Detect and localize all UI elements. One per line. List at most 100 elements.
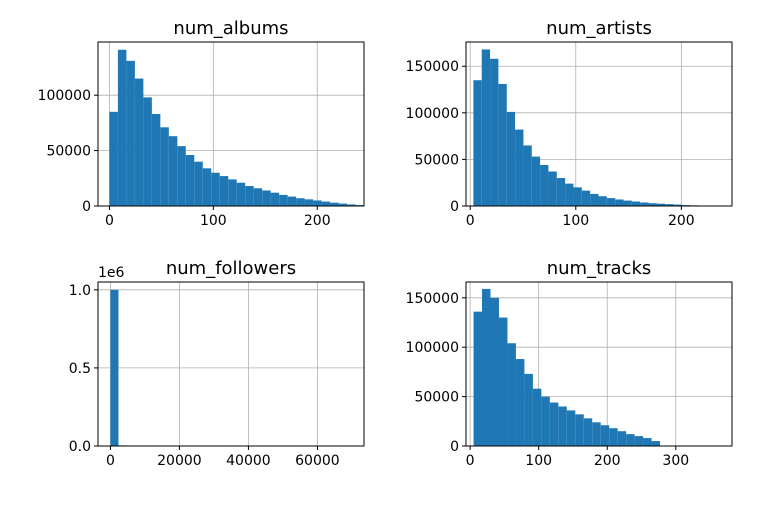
histogram-bar (673, 204, 682, 206)
histogram-bar (490, 58, 499, 206)
x-tick-label: 100 (525, 453, 552, 469)
y-tick-label: 50000 (414, 390, 459, 406)
chart-title: num_albums (173, 18, 288, 39)
histogram-bar (623, 200, 632, 206)
chart-title: num_artists (546, 18, 652, 39)
x-tick-label: 0 (466, 213, 475, 229)
y-tick-label: 100000 (38, 88, 91, 104)
y-tick-label: 0.5 (69, 361, 91, 377)
x-tick-label: 40000 (226, 453, 271, 469)
histogram-bar (498, 317, 508, 446)
histogram-num-artists: num_artists 0 100 200 0 50000 100000 150000 (406, 18, 733, 229)
histogram-num-albums: num_albums 0 100 200 0 50000 100000 (38, 18, 365, 229)
histogram-bar (126, 60, 135, 207)
y-tick-label: 150000 (406, 59, 459, 75)
histogram-bar (304, 199, 314, 206)
y-tick-label: 0 (450, 439, 459, 455)
histogram-bar (109, 111, 118, 206)
histogram-bar (515, 129, 524, 206)
x-tick-label: 200 (594, 453, 621, 469)
bars (109, 49, 364, 207)
gridlines (98, 282, 364, 447)
histogram-bar (643, 438, 652, 446)
y-tick-label: 1.0 (69, 283, 91, 299)
histogram-bar (656, 203, 666, 206)
y-ticks: 0 50000 100000 (38, 88, 98, 215)
histogram-bar (558, 406, 567, 446)
histogram-bar (506, 111, 516, 206)
x-tick-label: 0 (106, 453, 115, 469)
y-ticks: 0.0 0.5 1.0 (69, 283, 98, 455)
histogram-num-followers: num_followers 1e6 0 20000 40000 60000 0.00.… (69, 258, 365, 469)
histogram-bar (498, 83, 507, 206)
x-tick-label: 0 (466, 453, 475, 469)
histogram-bar (609, 428, 618, 446)
x-tick-label: 0 (105, 213, 114, 229)
y-tick-label: 100000 (406, 106, 459, 122)
bars (473, 288, 669, 446)
histogram-bar (651, 441, 661, 446)
histogram-bar (270, 192, 280, 206)
histogram-bar (606, 198, 616, 206)
histogram-bar (575, 414, 584, 446)
x-ticks: 0 100 200 (105, 206, 331, 229)
histogram-bar (598, 196, 607, 206)
histogram-bar (117, 49, 127, 206)
histogram-bar (481, 49, 491, 206)
histogram-bar (531, 156, 541, 206)
y-tick-label: 50000 (414, 152, 459, 168)
histogram-bar (617, 431, 627, 446)
plot-frame (465, 41, 733, 207)
histogram-bar (573, 187, 582, 206)
histogram-bar (228, 179, 237, 206)
y-tick-label: 0 (82, 199, 91, 215)
histogram-bar (631, 201, 641, 206)
histogram-bar (549, 402, 559, 446)
x-tick-label: 100 (200, 213, 227, 229)
histogram-bar (151, 114, 161, 206)
y-tick-label: 0.0 (69, 439, 91, 455)
plot-frame (97, 41, 365, 207)
histogram-bar (473, 311, 483, 446)
histogram-bar (202, 168, 212, 206)
histogram-bar (177, 146, 186, 206)
histogram-bar (565, 183, 574, 206)
histogram-bar (626, 434, 635, 446)
plot-frame (465, 281, 733, 447)
histogram-bar (490, 297, 499, 446)
histogram-bar (532, 388, 542, 446)
histogram-bar (524, 373, 533, 446)
plot-frame (97, 281, 365, 447)
histogram-bar (134, 78, 144, 206)
histogram-bar (194, 161, 203, 206)
y-offset-text: 1e6 (98, 265, 125, 281)
histogram-bar (279, 194, 288, 206)
histogram-bar (540, 165, 549, 206)
y-tick-label: 0 (450, 199, 459, 215)
histogram-bar (338, 203, 348, 206)
histogram-bar (321, 201, 331, 206)
histogram-bar (581, 190, 591, 206)
histogram-bar (313, 200, 322, 206)
y-ticks: 0 50000 100000 150000 (406, 291, 466, 455)
x-ticks: 0 100 200 (466, 206, 695, 229)
histogram-bar (219, 176, 229, 206)
histogram-bar (541, 396, 550, 446)
histogram-bar (236, 182, 246, 206)
x-tick-label: 20000 (157, 453, 202, 469)
histogram-bar (665, 204, 674, 206)
y-tick-label: 50000 (46, 144, 91, 160)
histogram-bar (600, 425, 610, 446)
chart-title: num_followers (166, 258, 296, 279)
histogram-bar (482, 288, 491, 446)
histogram-bar (615, 199, 624, 206)
histogram-bar (648, 203, 657, 206)
histogram-bar (110, 289, 119, 446)
histogram-bar (583, 418, 593, 446)
histogram-bar (507, 343, 516, 446)
histogram-bar (160, 127, 169, 206)
histogram-bar (185, 155, 195, 206)
x-tick-label: 60000 (295, 453, 340, 469)
histogram-bar (634, 436, 644, 446)
